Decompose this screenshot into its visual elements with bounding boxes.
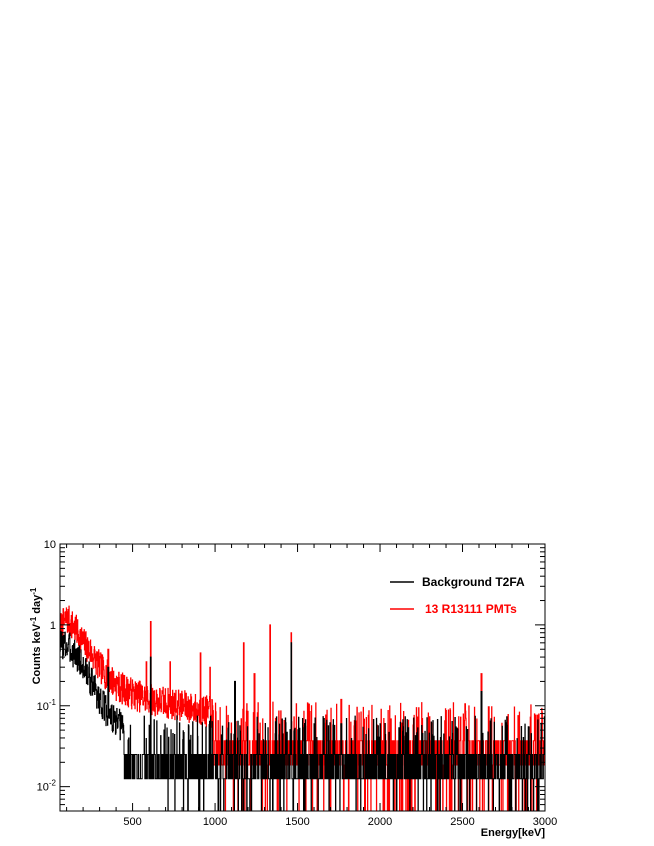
- legend-label-pmts: 13 R13111 PMTs: [425, 602, 517, 616]
- x-tick-label: 1000: [203, 816, 227, 828]
- x-tick-label: 2500: [450, 816, 474, 828]
- y-axis-label-base: Counts keV: [31, 623, 43, 684]
- y-tick-label-base: 10: [37, 782, 49, 794]
- x-tick-label: 2000: [368, 816, 392, 828]
- legend: Background T2FA 13 R13111 PMTs: [390, 575, 525, 616]
- y-tick-label-base: 10: [44, 539, 56, 551]
- y-tick-label-base: 10: [37, 701, 49, 713]
- series-layer: [60, 605, 545, 811]
- y-tick-label: 10: [44, 539, 56, 551]
- y-tick-label-base: 1: [50, 620, 56, 632]
- legend-label-background: Background T2FA: [422, 575, 525, 589]
- y-tick-label-exp: -2: [49, 779, 57, 788]
- y-axis-label-exp1: -1: [29, 616, 38, 624]
- y-axis-label: Counts keV-1 day-1: [29, 587, 43, 684]
- x-tick-label: 1500: [285, 816, 309, 828]
- y-tick-label: 10-1: [37, 698, 57, 713]
- y-tick-label-exp: -1: [49, 698, 57, 707]
- x-tick-label: 500: [123, 816, 141, 828]
- x-tick-label: 3000: [533, 816, 557, 828]
- y-axis-label-exp2: -1: [29, 587, 38, 595]
- y-tick-label: 10-2: [37, 779, 57, 794]
- series-13-r13111-pmts: [60, 605, 545, 811]
- x-axis-label: Energy[keV]: [481, 827, 546, 839]
- y-axis-label-mid: day: [31, 594, 43, 617]
- series-background-t2fa: [60, 630, 545, 811]
- y-tick-label: 1: [50, 620, 56, 632]
- plot-frame: [59, 543, 546, 812]
